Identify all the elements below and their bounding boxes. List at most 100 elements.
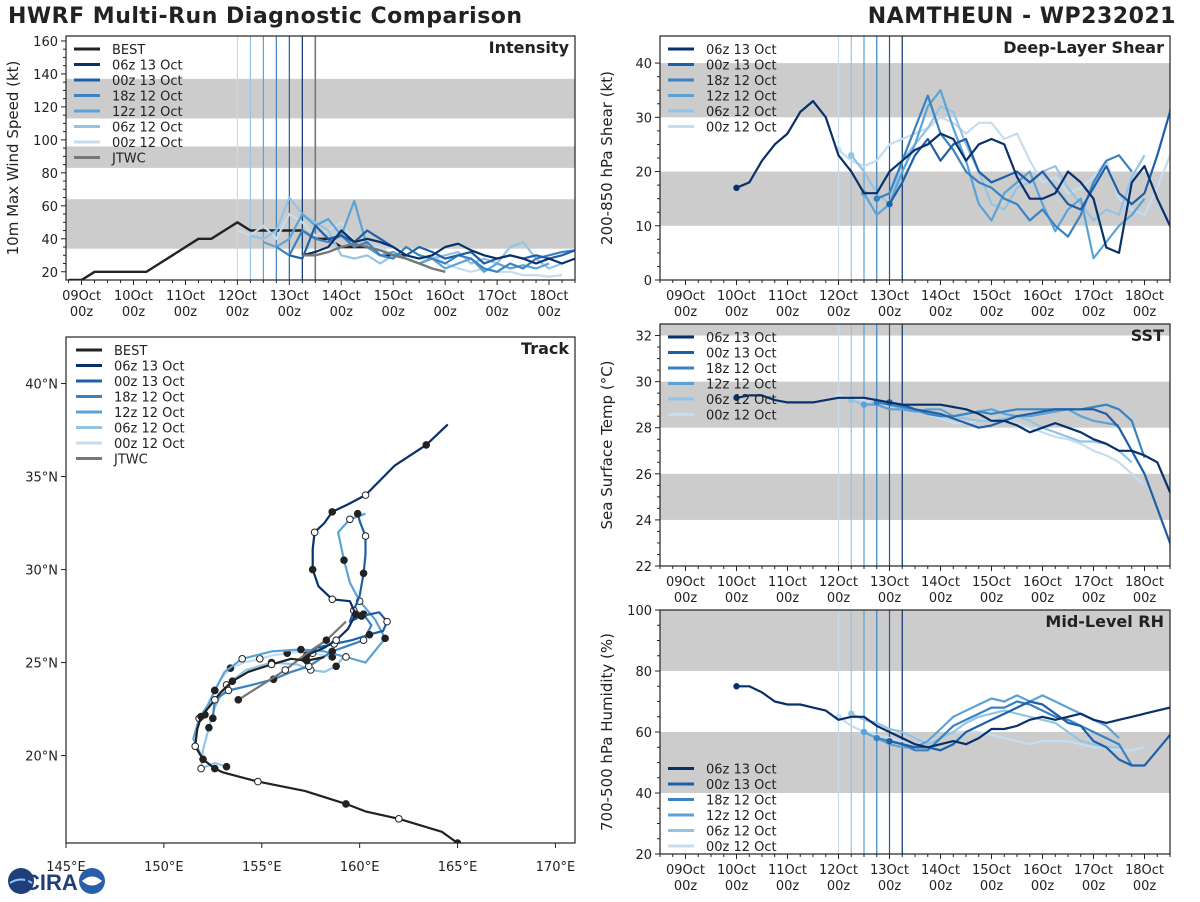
y-tick-label: 100 [33, 134, 58, 149]
x-tick-label: 09Oct [666, 575, 705, 590]
legend-label: 00z 12 Oct [706, 121, 777, 136]
plot-area [192, 424, 461, 846]
track-point [257, 656, 264, 663]
y-axis-label: 10m Max Wind Speed (kt) [4, 61, 22, 256]
legend-label: 06z 13 Oct [112, 59, 183, 74]
y-tick-label: 160 [33, 35, 58, 50]
x-tick-hour: 00z [1082, 591, 1106, 606]
y-tick-label: 26 [635, 468, 652, 483]
y-tick-label: 0 [644, 274, 652, 289]
y-tick-label: 32 [635, 330, 652, 345]
series-start-marker [861, 401, 867, 407]
track-point [239, 656, 246, 663]
x-tick-label: 10Oct [717, 575, 756, 590]
track-line-run_12z12 [193, 514, 385, 760]
track-point [341, 557, 348, 564]
track-point [396, 816, 403, 823]
y-tick-label: 20 [41, 266, 58, 281]
y-tick-label: 22 [635, 560, 652, 575]
legend-label: 18z 12 Oct [706, 794, 777, 809]
track-point [362, 533, 369, 540]
series-start-marker [733, 185, 739, 191]
x-tick-label: 18Oct [1125, 575, 1164, 590]
x-tick-label: 17Oct [1074, 289, 1113, 304]
x-tick-hour: 00z [827, 879, 851, 894]
x-tick-label: 10Oct [717, 289, 756, 304]
y-tick-label: 24 [635, 514, 652, 529]
legend-label: 00z 12 Oct [706, 840, 777, 855]
legend-label: 18z 12 Oct [706, 362, 777, 377]
x-tick-label: 15Oct [972, 575, 1011, 590]
x-tick-label: 10Oct [717, 863, 756, 878]
y-tick-label: 30 [635, 376, 652, 391]
x-tick-hour: 00z [878, 879, 902, 894]
x-tick-hour: 00z [278, 305, 302, 320]
x-tick-label: 09Oct [666, 863, 705, 878]
track-point [333, 663, 340, 670]
y-tick-label: 20 [635, 848, 652, 863]
x-tick-label: 14Oct [921, 863, 960, 878]
track-point [333, 637, 340, 644]
y-tick-label: 40 [41, 233, 58, 248]
x-tick-hour: 00z [725, 305, 749, 320]
lat-tick-label: 30°N [25, 564, 58, 579]
x-tick-label: 16Oct [1023, 289, 1062, 304]
x-tick-hour: 00z [174, 305, 198, 320]
lat-tick-label: 35°N [25, 471, 58, 486]
track-point [360, 570, 367, 577]
x-tick-label: 11Oct [768, 289, 807, 304]
lon-tick-label: 150°E [144, 860, 184, 875]
x-tick-label: 14Oct [921, 575, 960, 590]
x-tick-label: 14Oct [322, 289, 361, 304]
track-point [223, 763, 230, 770]
logo-text: CIRA [24, 870, 78, 895]
series-start-marker [874, 195, 880, 201]
legend-label: 00z 13 Oct [114, 375, 185, 390]
x-tick-hour: 00z [776, 879, 800, 894]
x-tick-hour: 00z [122, 305, 146, 320]
panel-title: Intensity [489, 38, 570, 57]
legend-label: 00z 13 Oct [112, 74, 183, 89]
legend-label: 12z 12 Oct [706, 809, 777, 824]
panel-title: Track [521, 339, 569, 358]
x-tick-label: 18Oct [1125, 863, 1164, 878]
y-tick-label: 100 [627, 604, 652, 619]
x-tick-hour: 00z [929, 591, 953, 606]
x-tick-hour: 00z [433, 305, 457, 320]
track-point [354, 510, 361, 517]
legend-label: 06z 12 Oct [114, 422, 185, 437]
legend-label: 12z 12 Oct [706, 90, 777, 105]
y-tick-label: 10 [635, 220, 652, 235]
x-tick-hour: 00z [1031, 591, 1055, 606]
legend-label: BEST [114, 344, 147, 359]
y-tick-label: 140 [33, 68, 58, 83]
legend-label: 18z 12 Oct [112, 90, 183, 105]
track-point [268, 661, 275, 668]
y-tick-label: 20 [635, 166, 652, 181]
series-start-marker [861, 729, 867, 735]
x-tick-label: 11Oct [166, 289, 205, 304]
x-tick-label: 11Oct [768, 575, 807, 590]
y-tick-label: 60 [41, 200, 58, 215]
x-tick-hour: 00z [980, 305, 1004, 320]
track-point [192, 743, 199, 750]
y-tick-label: 120 [33, 101, 58, 116]
x-tick-hour: 00z [1133, 879, 1157, 894]
lat-tick-label: 25°N [25, 657, 58, 672]
legend-label: JTWC [111, 152, 146, 167]
x-tick-hour: 00z [776, 591, 800, 606]
series-start-marker [886, 738, 892, 744]
track-point [235, 696, 242, 703]
track-point [211, 687, 218, 694]
y-tick-label: 30 [635, 111, 652, 126]
lon-tick-label: 160°E [340, 860, 380, 875]
track-point [423, 442, 430, 449]
cira-logo-graphic: CIRA [4, 864, 114, 898]
x-tick-hour: 00z [1133, 591, 1157, 606]
x-tick-label: 14Oct [921, 289, 960, 304]
x-tick-label: 18Oct [1125, 289, 1164, 304]
legend-label: BEST [112, 43, 145, 58]
x-tick-hour: 00z [776, 305, 800, 320]
x-tick-label: 12Oct [819, 863, 858, 878]
